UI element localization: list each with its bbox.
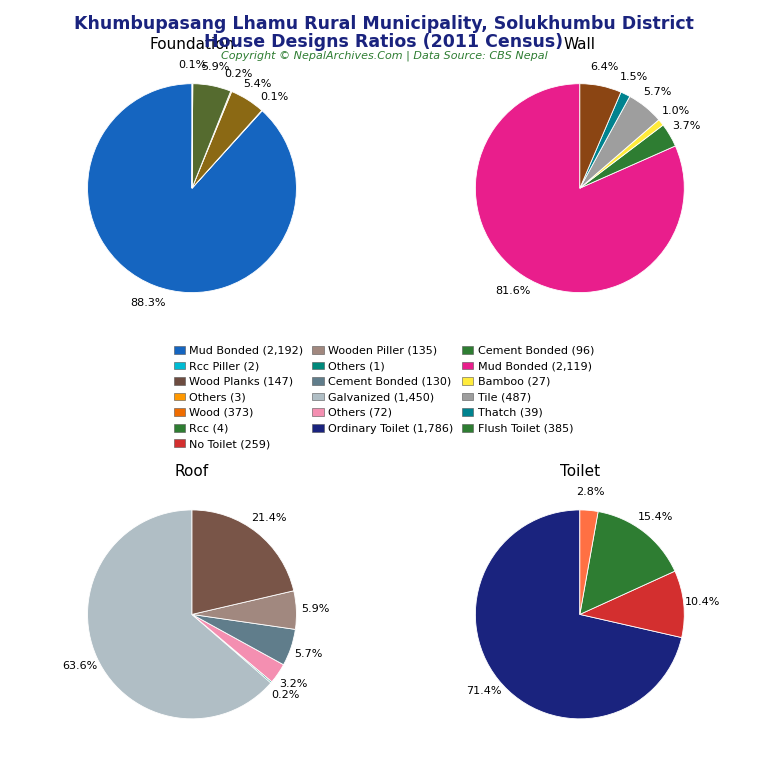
Text: 0.1%: 0.1% bbox=[178, 60, 207, 70]
Text: 0.2%: 0.2% bbox=[271, 690, 300, 700]
Text: 15.4%: 15.4% bbox=[637, 512, 673, 522]
Text: 5.9%: 5.9% bbox=[201, 62, 230, 72]
Text: 1.0%: 1.0% bbox=[661, 105, 690, 115]
Text: 10.4%: 10.4% bbox=[685, 597, 720, 607]
Wedge shape bbox=[192, 591, 296, 630]
Text: 21.4%: 21.4% bbox=[251, 513, 286, 523]
Text: 1.5%: 1.5% bbox=[620, 72, 647, 82]
Text: House Designs Ratios (2011 Census): House Designs Ratios (2011 Census) bbox=[204, 33, 564, 51]
Text: 0.2%: 0.2% bbox=[224, 69, 253, 79]
Wedge shape bbox=[192, 91, 232, 188]
Wedge shape bbox=[192, 84, 230, 188]
Title: Toilet: Toilet bbox=[560, 464, 600, 478]
Text: 5.9%: 5.9% bbox=[301, 604, 329, 614]
Text: 71.4%: 71.4% bbox=[465, 687, 502, 697]
Wedge shape bbox=[192, 614, 272, 683]
Text: 81.6%: 81.6% bbox=[495, 286, 530, 296]
Text: 3.7%: 3.7% bbox=[672, 121, 700, 131]
Text: 5.4%: 5.4% bbox=[243, 79, 272, 89]
Text: 63.6%: 63.6% bbox=[62, 660, 98, 670]
Wedge shape bbox=[88, 510, 271, 719]
Wedge shape bbox=[192, 91, 262, 188]
Wedge shape bbox=[88, 84, 296, 293]
Wedge shape bbox=[580, 92, 630, 188]
Text: Khumbupasang Lhamu Rural Municipality, Solukhumbu District: Khumbupasang Lhamu Rural Municipality, S… bbox=[74, 15, 694, 33]
Text: 3.2%: 3.2% bbox=[280, 679, 308, 689]
Wedge shape bbox=[192, 111, 262, 188]
Title: Roof: Roof bbox=[175, 464, 209, 478]
Wedge shape bbox=[580, 84, 621, 188]
Title: Foundation: Foundation bbox=[149, 38, 235, 52]
Wedge shape bbox=[192, 614, 296, 664]
Wedge shape bbox=[192, 614, 283, 682]
Wedge shape bbox=[580, 125, 675, 188]
Text: 0.1%: 0.1% bbox=[260, 91, 289, 101]
Wedge shape bbox=[580, 510, 598, 614]
Text: 2.8%: 2.8% bbox=[577, 487, 605, 497]
Wedge shape bbox=[580, 97, 659, 188]
Wedge shape bbox=[475, 510, 682, 719]
Title: Wall: Wall bbox=[564, 38, 596, 52]
Text: Copyright © NepalArchives.Com | Data Source: CBS Nepal: Copyright © NepalArchives.Com | Data Sou… bbox=[220, 51, 548, 61]
Text: 88.3%: 88.3% bbox=[130, 298, 165, 308]
Wedge shape bbox=[192, 84, 193, 188]
Text: 5.7%: 5.7% bbox=[295, 648, 323, 658]
Wedge shape bbox=[475, 84, 684, 293]
Wedge shape bbox=[580, 511, 675, 614]
Legend: Mud Bonded (2,192), Rcc Piller (2), Wood Planks (147), Others (3), Wood (373), R: Mud Bonded (2,192), Rcc Piller (2), Wood… bbox=[170, 343, 598, 452]
Wedge shape bbox=[192, 510, 293, 614]
Text: 6.4%: 6.4% bbox=[591, 62, 619, 72]
Wedge shape bbox=[580, 120, 663, 188]
Wedge shape bbox=[580, 571, 684, 637]
Text: 5.7%: 5.7% bbox=[643, 87, 671, 97]
